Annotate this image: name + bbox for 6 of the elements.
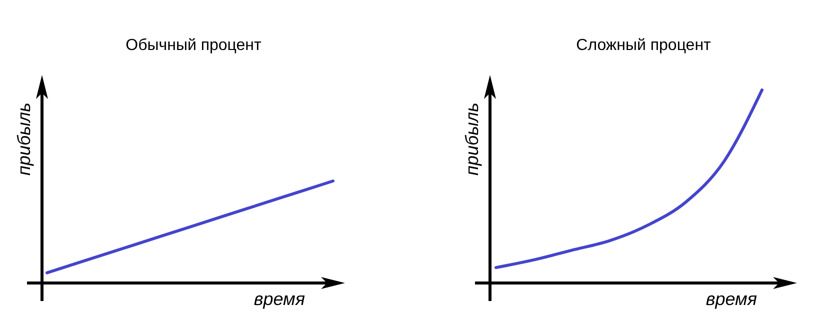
y-axis-title: прибыль xyxy=(462,102,482,176)
chart-title: Сложный процент xyxy=(576,37,712,54)
x-axis-title: время xyxy=(254,289,306,309)
chart-title: Обычный процент xyxy=(126,37,262,54)
x-axis-title: время xyxy=(706,289,758,309)
y-axis-title: прибыль xyxy=(14,102,34,176)
